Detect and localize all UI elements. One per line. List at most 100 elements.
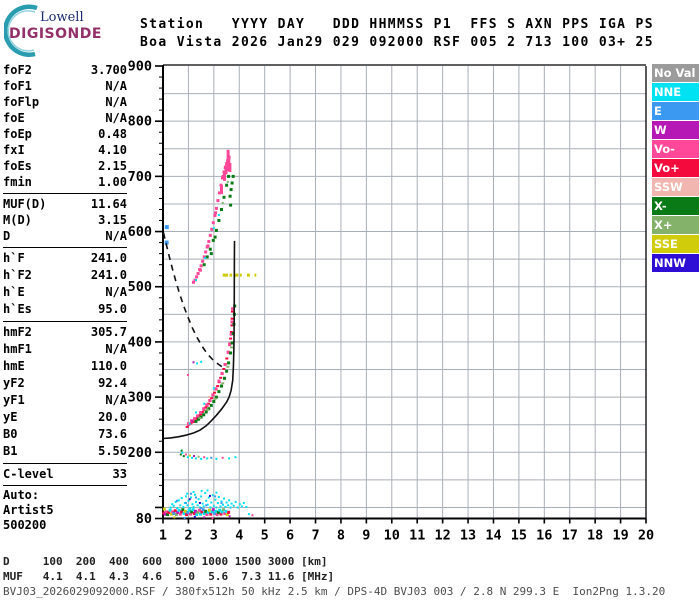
param-row: fxI 4.10: [3, 142, 127, 158]
param-value: 95.0: [98, 302, 127, 316]
param-label: fmin: [3, 175, 32, 189]
muf-transmission-curve: [162, 232, 225, 369]
section-divider: [3, 463, 127, 464]
legend-item-x-: X+: [652, 216, 699, 234]
section-divider: [3, 247, 127, 248]
param-row: h`Es 95.0: [3, 301, 127, 318]
param-label: fxI: [3, 143, 25, 157]
param-label: h`F: [3, 251, 25, 265]
x-axis-label: 5: [261, 528, 269, 544]
param-label: yE: [3, 410, 18, 424]
param-label: foF2: [3, 63, 32, 77]
param-row: foEs 2.15: [3, 158, 127, 174]
x-axis-label: 17: [562, 528, 578, 544]
param-label: 500200: [3, 518, 47, 532]
param-row: Artist5: [3, 503, 127, 518]
param-label: C-level: [3, 467, 54, 481]
x-axis-label: 12: [434, 528, 450, 544]
param-label: foFlp: [3, 95, 40, 109]
param-value: 2.15: [98, 159, 127, 173]
param-row: 500200: [3, 518, 127, 533]
param-section-s5: C-level 33: [3, 466, 127, 482]
param-label: h`Es: [3, 302, 32, 316]
param-value: N/A: [105, 342, 127, 356]
x-axis-label: 10: [384, 528, 400, 544]
param-value: N/A: [105, 95, 127, 109]
y-axis-label: 80: [136, 511, 152, 527]
file-info-line: BVJ03_2026029092000.RSF / 380fx512h 50 k…: [3, 585, 666, 598]
y-axis-label: 900: [128, 59, 152, 75]
param-value: 3.700: [90, 63, 127, 77]
param-value: N/A: [105, 79, 127, 93]
param-value: 110.0: [90, 359, 127, 373]
header-columns-line: Station YYYY DAY DDD HHMMSS P1 FFS S AXN…: [140, 17, 654, 32]
y-axis-label: 800: [128, 114, 152, 130]
param-section-s4: hmF2 305.7 hmF1 N/A hmE 110.0 yF2 92.4 yF1 N/A yE 2…: [3, 324, 127, 460]
scaled-parameters-panel: foF2 3.700 foF1 N/A foFlp N/A foE N/A foEp 0.48 fx…: [3, 62, 127, 533]
param-row: MUF(D) 11.64: [3, 196, 127, 212]
legend-item-ssw: SSW: [652, 178, 699, 196]
legend-item-nne: NNE: [652, 83, 699, 101]
param-row: foEp 0.48: [3, 126, 127, 142]
param-row: yF1 N/A: [3, 392, 127, 409]
muf-distance-table: D 100 200 400 600 800 1000 1500 3000 [km…: [3, 555, 334, 584]
param-label: Artist5: [3, 503, 54, 517]
x-axis-label: 14: [485, 528, 501, 544]
param-value: 20.0: [98, 410, 127, 424]
x-axis-label: 9: [362, 528, 370, 544]
x-axis-label: 7: [311, 528, 319, 544]
param-label: D: [3, 229, 11, 243]
param-label: MUF(D): [3, 197, 47, 211]
param-section-s1: foF2 3.700 foF1 N/A foFlp N/A foE N/A foEp 0.48 fx…: [3, 62, 127, 190]
param-label: h`E: [3, 285, 25, 299]
param-row: foE N/A: [3, 110, 127, 126]
param-label: yF1: [3, 393, 25, 407]
y-axis-label: 500: [128, 279, 152, 295]
x-axis-label: 4: [235, 528, 243, 544]
section-divider: [3, 193, 127, 194]
param-value: 73.6: [98, 427, 127, 441]
x-axis-label: 11: [409, 528, 425, 544]
x-axis-label: 16: [536, 528, 552, 544]
x-axis-label: 18: [587, 528, 603, 544]
param-label: hmE: [3, 359, 25, 373]
param-label: yF2: [3, 376, 25, 390]
param-row: yE 20.0: [3, 409, 127, 426]
param-value: 11.64: [90, 197, 127, 211]
param-section-s3: h`F 241.0 h`F2 241.0 h`E N/A h`Es 95.0: [3, 250, 127, 318]
x-axis-label: 1: [159, 528, 167, 544]
logo-lowell-text: Lowell: [40, 10, 84, 25]
param-value: 1.00: [98, 175, 127, 189]
y-axis-label: 300: [128, 390, 152, 406]
param-row: fmin 1.00: [3, 174, 127, 190]
station-header: Station YYYY DAY DDD HHMMSS P1 FFS S AXN…: [140, 16, 654, 52]
param-value: N/A: [105, 285, 127, 299]
param-label: hmF1: [3, 342, 32, 356]
x-axis-label: 8: [337, 528, 345, 544]
legend-item-sse: SSE: [652, 235, 699, 253]
doppler-direction-legend: No Val NNE E W Vo- Vo+ SSW X- X+ SSE NNW: [652, 64, 699, 273]
param-row: hmE 110.0: [3, 358, 127, 375]
lowell-digisonde-logo: Lowell DIGISONDE: [2, 4, 124, 57]
param-value: 92.4: [98, 376, 127, 390]
x-axis-label: 20: [638, 528, 654, 544]
param-label: foEp: [3, 127, 32, 141]
param-label: foF1: [3, 79, 32, 93]
param-row: foFlp N/A: [3, 94, 127, 110]
param-row: h`E N/A: [3, 284, 127, 301]
param-value: N/A: [105, 393, 127, 407]
param-value: 241.0: [90, 251, 127, 265]
legend-item-vo-: Vo+: [652, 159, 699, 177]
x-axis-label: 6: [286, 528, 294, 544]
y-axis-label: 400: [128, 334, 152, 350]
legend-item-vo-: Vo-: [652, 140, 699, 158]
param-value: 4.10: [98, 143, 127, 157]
param-section-s6: Auto: Artist5 500200: [3, 488, 127, 533]
param-row: foF2 3.700: [3, 62, 127, 78]
param-label: B0: [3, 427, 18, 441]
param-row: M(D) 3.15: [3, 212, 127, 228]
legend-item-e: E: [652, 102, 699, 120]
param-row: B0 73.6: [3, 426, 127, 443]
